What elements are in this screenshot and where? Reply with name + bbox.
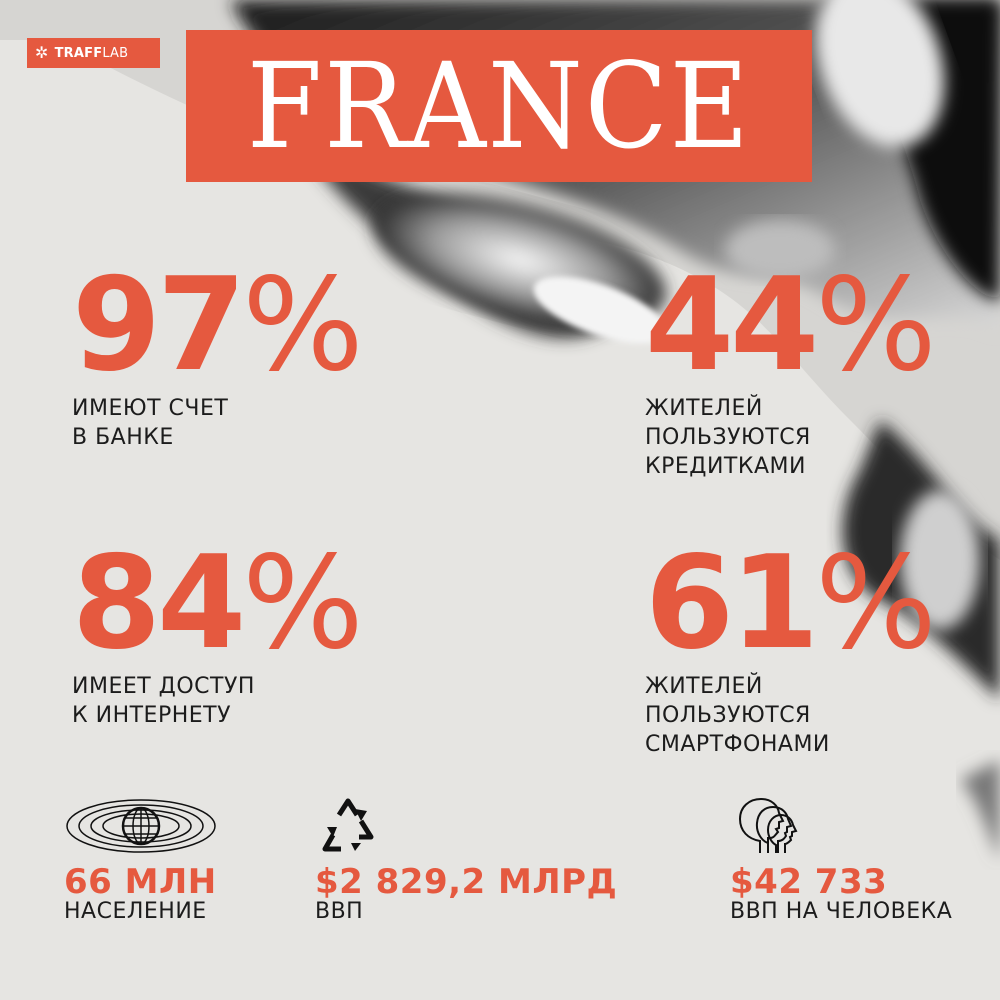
stat-credit-cards: 44% ЖИТЕЛЕЙ ПОЛЬЗУЮТСЯ КРЕДИТКАМИ [645,262,937,481]
stat-number: 44% [645,251,937,400]
logo-text-light: LAB [102,45,129,61]
stat-label: ЖИТЕЛЕЙ ПОЛЬЗУЮТСЯ КРЕДИТКАМИ [645,396,811,479]
heads-profile-icon [738,797,798,853]
stat-number: 97% [72,251,364,400]
gdp-per-capita-value: $42 733 [730,862,888,902]
stat-bank-account: 97% ИМЕЮТ СЧЕТ В БАНКЕ [72,262,364,452]
stat-internet-access: 84% ИМЕЕТ ДОСТУП К ИНТЕРНЕТУ [72,540,364,730]
title-banner: FRANCE [186,30,812,182]
recycle-icon [322,798,374,852]
population-value: 66 МЛН [64,862,217,902]
footer-gdp: $2 829,2 МЛРД ВВП [315,797,617,925]
globe-icon [66,799,216,853]
logo-text-bold: TRAFF [54,45,103,61]
stat-label: ЖИТЕЛЕЙ ПОЛЬЗУЮТСЯ СМАРТФОНАМИ [645,674,830,757]
page-title: FRANCE [247,37,751,175]
snowflake-icon: ✲ [35,43,49,62]
stat-label: ИМЕЕТ ДОСТУП К ИНТЕРНЕТУ [72,674,255,728]
gdp-per-capita-caption: ВВП НА ЧЕЛОВЕКА [730,899,953,924]
footer-gdp-per-capita: $42 733 ВВП НА ЧЕЛОВЕКА [730,797,952,925]
stat-smartphones: 61% ЖИТЕЛЕЙ ПОЛЬЗУЮТСЯ СМАРТФОНАМИ [645,540,937,759]
gdp-caption: ВВП [315,899,364,924]
gdp-value: $2 829,2 МЛРД [315,862,618,902]
population-caption: НАСЕЛЕНИЕ [64,899,207,924]
trafflab-logo: ✲ TRAFF LAB [27,38,160,68]
stat-number: 61% [645,529,937,678]
footer-population: 66 МЛН НАСЕЛЕНИЕ [64,797,218,925]
stat-label: ИМЕЮТ СЧЕТ В БАНКЕ [72,396,229,450]
stat-number: 84% [72,529,364,678]
